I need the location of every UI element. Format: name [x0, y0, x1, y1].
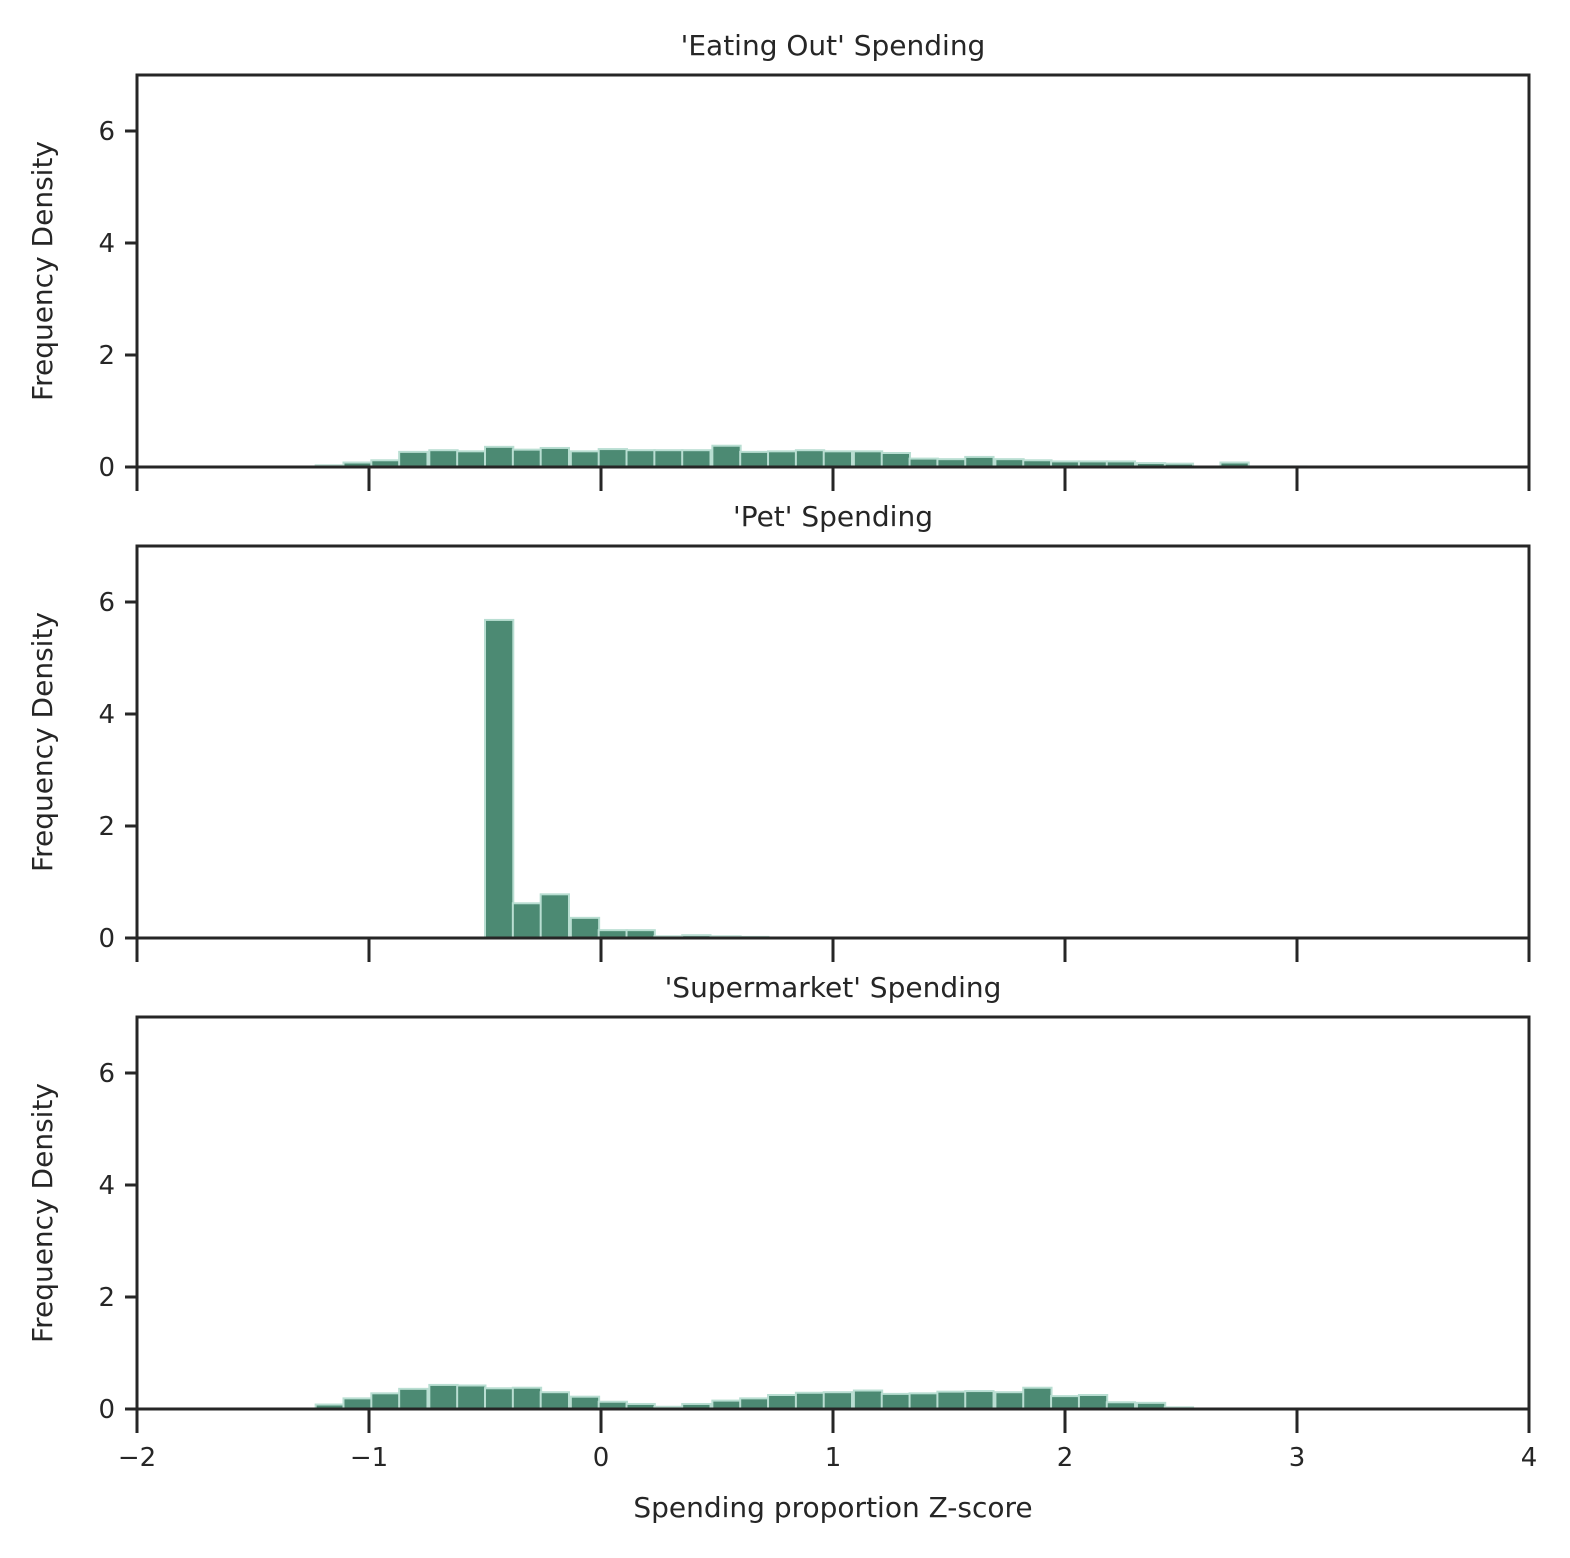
histogram-bar — [994, 1391, 1025, 1410]
histogram-bar — [511, 902, 543, 940]
histogram-bar — [739, 450, 770, 469]
x-axis-label: Spending proportion Z-score — [633, 1491, 1032, 1524]
y-tick-label: 0 — [98, 453, 115, 483]
histogram-bar — [852, 1389, 884, 1411]
histogram-bar — [1077, 1394, 1109, 1410]
x-tick-label: 4 — [1521, 1443, 1538, 1473]
histogram-bar — [456, 450, 487, 469]
histogram-bar — [1050, 1395, 1081, 1410]
histogram-bar — [964, 455, 995, 469]
histogram-bar — [908, 1392, 939, 1410]
y-tick-label: 2 — [98, 1283, 115, 1313]
histogram-bar — [511, 1386, 543, 1410]
histogram-bar — [681, 449, 712, 469]
histogram-bar — [428, 1383, 459, 1411]
histogram-bar — [880, 452, 912, 468]
y-tick-label: 6 — [98, 117, 115, 147]
x-tick-label: 0 — [593, 1443, 610, 1473]
chart-title: 'Supermarket' Spending — [665, 971, 1002, 1004]
histogram-bar — [822, 1391, 854, 1410]
histogram-bar — [964, 1390, 995, 1410]
histogram-bar — [822, 450, 854, 469]
y-tick-label: 4 — [98, 1171, 115, 1201]
chart-panel-2: 'Pet' Spending Frequency Density 0 2 4 6 — [26, 500, 1531, 962]
histogram-bar — [484, 618, 515, 939]
histogram-bar — [456, 1384, 487, 1410]
histogram-bar — [569, 450, 601, 469]
x-tick-label: 3 — [1289, 1443, 1306, 1473]
histogram-bar — [794, 449, 826, 469]
histogram-bar — [767, 1394, 798, 1410]
histogram-bar — [539, 446, 570, 468]
chart-panel-3: 'Supermarket' Spending Frequency Density 0… — [26, 971, 1537, 1524]
histogram-bar — [711, 444, 742, 469]
histogram-bar — [739, 1397, 770, 1410]
histogram-bar — [484, 1387, 515, 1411]
x-tick-label: 1 — [825, 1443, 842, 1473]
histogram-bar — [428, 449, 459, 469]
y-axis-label: Frequency Density — [26, 1083, 59, 1343]
y-tick-label: 2 — [98, 341, 115, 371]
histogram-bar — [1022, 1386, 1053, 1410]
histogram-bar — [511, 448, 543, 469]
y-tick-label: 0 — [98, 924, 115, 954]
histogram-bar — [539, 893, 570, 940]
histogram-bar — [342, 1397, 373, 1410]
y-axis-label: Frequency Density — [26, 612, 59, 872]
x-tick-label: 2 — [1057, 1443, 1074, 1473]
chart-title: 'Pet' Spending — [733, 500, 933, 533]
histogram-bar — [852, 450, 884, 469]
x-tick-label: −1 — [350, 1443, 388, 1473]
plot-frame — [135, 73, 1531, 469]
histogram-bar — [880, 1392, 912, 1411]
histogram-bar — [767, 450, 798, 469]
histogram-bar — [597, 448, 628, 468]
plot-frame — [135, 1015, 1531, 1411]
histogram-bar — [398, 1387, 429, 1410]
histogram-bar — [398, 450, 429, 469]
y-axis-label: Frequency Density — [26, 141, 59, 401]
y-tick-label: 4 — [98, 700, 115, 730]
y-tick-label: 2 — [98, 812, 115, 842]
y-tick-label: 6 — [98, 588, 115, 618]
histogram-bar — [539, 1391, 570, 1410]
y-tick-label: 0 — [98, 1395, 115, 1425]
histogram-bar — [569, 1395, 601, 1411]
histogram-bar — [625, 449, 656, 469]
chart-title: 'Eating Out' Spending — [681, 29, 986, 62]
plot-frame — [135, 544, 1531, 940]
y-tick-label: 6 — [98, 1059, 115, 1089]
y-tick-label: 4 — [98, 229, 115, 259]
histogram-bar — [936, 1390, 967, 1411]
histogram-bar — [569, 916, 601, 940]
histogram-bar — [370, 1392, 401, 1410]
x-tick-label: −2 — [118, 1443, 156, 1473]
chart-panel-1: 'Eating Out' Spending Frequency Density 0 2… — [26, 29, 1531, 491]
histogram-bar — [653, 449, 684, 469]
histogram-bar — [484, 445, 515, 468]
histogram-bar — [794, 1391, 826, 1411]
